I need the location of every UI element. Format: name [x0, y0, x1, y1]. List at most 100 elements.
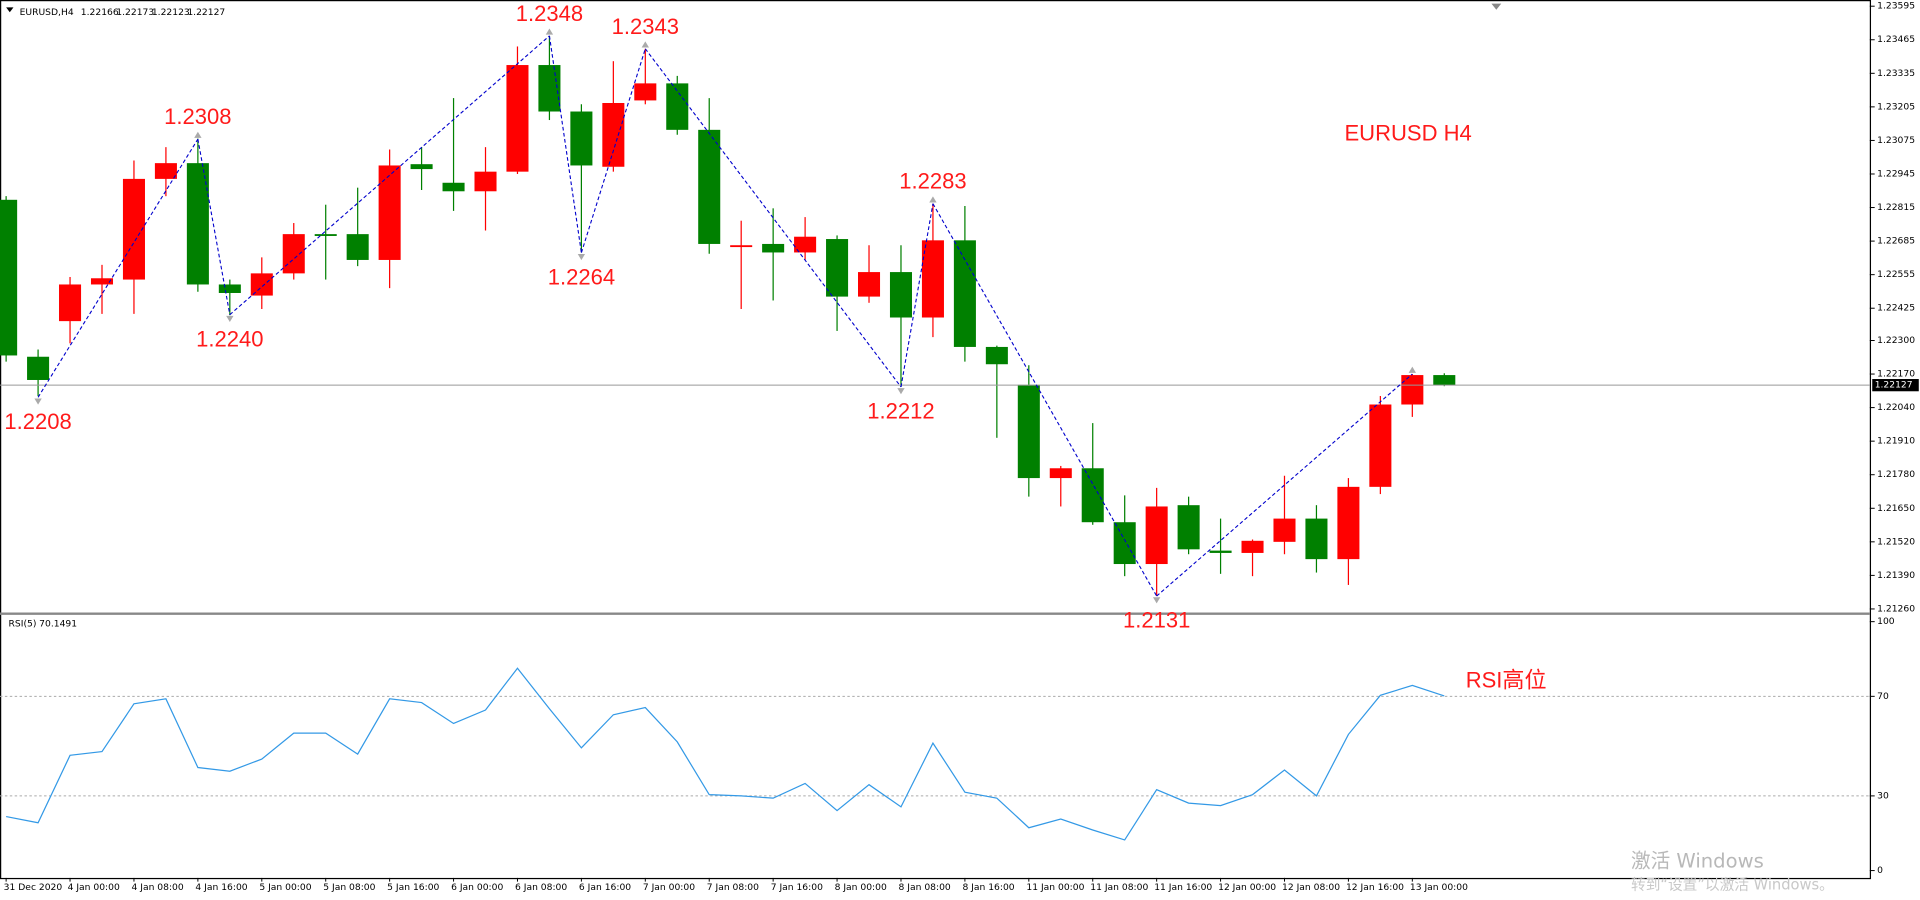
watermark-title: 激活 Windows — [1631, 849, 1764, 872]
y-tick-label: 0 — [1877, 865, 1883, 876]
candle-body — [634, 83, 657, 101]
header-high: 1.22173 — [116, 7, 154, 18]
candle-body — [0, 199, 18, 356]
x-tick-label: 11 Jan 16:00 — [1154, 882, 1212, 893]
y-tick-label: 1.22425 — [1877, 303, 1915, 314]
rsi-title: RSI(5) — [9, 619, 37, 630]
zigzag-segment — [1156, 373, 1413, 597]
zigzag-point — [1408, 366, 1416, 373]
x-tick-label: 7 Jan 16:00 — [771, 882, 823, 893]
candle-body — [538, 65, 561, 112]
y-tick-label: 1.23465 — [1877, 34, 1915, 45]
rsi-line — [6, 667, 1445, 841]
x-tick-label: 11 Jan 08:00 — [1090, 882, 1148, 893]
x-tick-label: 6 Jan 16:00 — [579, 882, 631, 893]
y-tick-label: 1.22815 — [1877, 202, 1915, 213]
y-tick-label: 1.23075 — [1877, 135, 1915, 146]
y-tick-label: 1.22300 — [1877, 335, 1915, 346]
header-close: 1.22127 — [187, 7, 225, 18]
candle-body — [186, 163, 209, 285]
x-tick-label: 11 Jan 00:00 — [1026, 882, 1084, 893]
menu-triangle — [6, 7, 14, 13]
zigzag-segment — [197, 139, 231, 315]
x-tick-label: 13 Jan 00:00 — [1410, 882, 1468, 893]
price-label: 1.22127 — [1875, 380, 1913, 391]
zigzag-label: 1.2240 — [196, 326, 263, 351]
candle-body — [826, 239, 849, 297]
candle-body — [1177, 505, 1200, 550]
candle-body — [1337, 486, 1360, 560]
x-tick-label: 4 Jan 16:00 — [195, 882, 247, 893]
candle-body — [250, 273, 273, 296]
candle-body — [698, 129, 721, 244]
y-tick-label: 30 — [1877, 790, 1889, 801]
candle-body — [570, 111, 593, 166]
x-tick-label: 7 Jan 08:00 — [707, 882, 759, 893]
x-tick-label: 7 Jan 00:00 — [643, 882, 695, 893]
zigzag-segment — [37, 138, 199, 398]
x-tick-label: 12 Jan 00:00 — [1218, 882, 1276, 893]
shift-marker — [1491, 3, 1502, 10]
y-tick-label: 1.22945 — [1877, 168, 1915, 179]
symbol-title: EURUSD,H4 — [20, 7, 74, 18]
x-tick-label: 5 Jan 08:00 — [323, 882, 375, 893]
zigzag-label: 1.2208 — [4, 409, 71, 434]
y-tick-label: 1.21520 — [1877, 536, 1915, 547]
header-low: 1.22123 — [152, 7, 190, 18]
candle-body — [1273, 518, 1296, 542]
header-open: 1.22166 — [81, 7, 119, 18]
zigzag-point — [226, 315, 234, 323]
zigzag-point — [929, 196, 937, 203]
candle-body — [921, 240, 944, 318]
zigzag-point — [34, 398, 42, 405]
candle-body — [602, 102, 625, 167]
candle-body — [122, 178, 145, 280]
zigzag-segment — [229, 35, 550, 316]
zigzag-label: 1.2343 — [612, 14, 679, 39]
candle-body — [1049, 468, 1072, 479]
candle-body — [858, 272, 881, 297]
zigzag-label: 1.2348 — [516, 1, 583, 26]
candle-body — [1017, 384, 1040, 479]
y-tick-label: 100 — [1877, 616, 1895, 627]
candle-body — [794, 236, 817, 253]
candle-body — [506, 65, 529, 172]
candle-body — [1209, 550, 1232, 553]
zigzag-label: 1.2308 — [164, 104, 231, 129]
candle-body — [90, 278, 114, 285]
y-tick-label: 1.22040 — [1877, 402, 1915, 413]
x-tick-label: 8 Jan 00:00 — [835, 882, 887, 893]
zigzag-label: 1.2283 — [899, 169, 966, 194]
y-tick-label: 1.21260 — [1877, 603, 1915, 614]
candle-body — [1401, 375, 1424, 405]
candle-body — [410, 164, 433, 170]
x-tick-label: 6 Jan 00:00 — [451, 882, 503, 893]
x-tick-label: 12 Jan 08:00 — [1282, 882, 1340, 893]
candle-body — [378, 165, 401, 260]
candle-body — [730, 245, 753, 248]
candle-body — [282, 234, 305, 274]
y-tick-label: 1.22555 — [1877, 269, 1915, 280]
y-tick-label: 1.22685 — [1877, 236, 1915, 247]
candle-body — [1305, 518, 1328, 560]
candle-body — [218, 284, 241, 293]
annotation: EURUSD H4 — [1344, 121, 1471, 146]
x-tick-label: 5 Jan 00:00 — [259, 882, 311, 893]
y-tick-label: 1.21650 — [1877, 503, 1915, 514]
candle-body — [1241, 540, 1264, 553]
x-tick-label: 6 Jan 08:00 — [515, 882, 567, 893]
x-tick-label: 12 Jan 16:00 — [1346, 882, 1404, 893]
rsi-current: 70.1491 — [39, 619, 77, 630]
zigzag-label: 1.2264 — [548, 264, 615, 289]
candle-body — [442, 182, 465, 192]
candle-body — [1081, 468, 1104, 523]
candle-body — [889, 272, 912, 318]
y-tick-label: 1.21780 — [1877, 469, 1915, 480]
zigzag-point — [897, 388, 905, 395]
zigzag-label: 1.2131 — [1123, 608, 1190, 633]
zigzag-label: 1.2212 — [867, 399, 934, 424]
y-tick-label: 1.23595 — [1877, 1, 1915, 12]
y-tick-label: 1.21910 — [1877, 436, 1915, 447]
